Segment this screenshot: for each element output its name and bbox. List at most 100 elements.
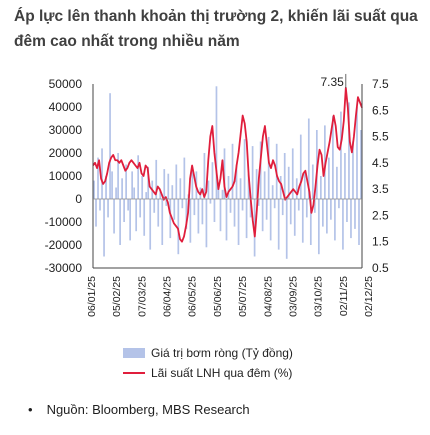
bar — [233, 199, 236, 227]
bar — [173, 199, 176, 220]
y-right-tick-label: 0.5 — [372, 261, 389, 275]
line-series — [92, 87, 363, 243]
bar — [95, 199, 97, 227]
y-right-tick-label: 2.5 — [372, 208, 389, 222]
bar — [171, 185, 174, 199]
bar — [155, 159, 158, 199]
y-left-tick-label: 0 — [75, 192, 82, 206]
bar — [107, 199, 109, 218]
bar — [299, 134, 302, 199]
bar — [185, 199, 188, 229]
bar — [332, 116, 334, 199]
bar — [129, 199, 131, 241]
y-right-ticks: 7.5 6.5 5.5 4.5 3.5 2.5 1.5 0.5 — [372, 77, 389, 275]
source-note: • Nguồn: Bloomberg, MBS Research — [28, 402, 250, 417]
bar — [317, 199, 320, 255]
x-tick: 02/12/25 — [363, 276, 375, 317]
y-right-tick-label: 1.5 — [372, 235, 389, 249]
bar — [183, 157, 186, 199]
x-tick-label: 06/04/25 — [162, 276, 174, 317]
bar — [115, 187, 117, 199]
bar — [311, 164, 314, 199]
bar — [261, 199, 264, 232]
bar — [205, 199, 208, 248]
bar — [221, 189, 224, 199]
x-tick: 06/01/25 — [86, 276, 98, 317]
bar — [167, 173, 170, 199]
bar — [295, 178, 298, 199]
y-left-tick-label: 30000 — [49, 123, 83, 137]
bar — [354, 199, 356, 229]
bar — [101, 148, 103, 199]
y-left-tick-label: -10000 — [45, 215, 83, 229]
bar — [121, 178, 123, 199]
bar — [161, 199, 164, 245]
x-tick-label: 04/08/25 — [262, 276, 274, 317]
bar — [213, 199, 216, 222]
bar — [239, 178, 242, 199]
bar — [139, 199, 142, 218]
x-ticks: 06/01/25 05/02/25 07/03/25 06/04/25 06/05/25… — [86, 276, 375, 317]
x-tick: 07/03/25 — [136, 276, 148, 317]
bar — [247, 173, 250, 199]
bar — [97, 157, 99, 199]
bar — [109, 93, 111, 199]
bar — [197, 199, 200, 234]
bar — [133, 187, 136, 199]
bar — [99, 199, 101, 211]
y-left-tick-label: 40000 — [49, 100, 83, 114]
x-tick-label: 03/09/25 — [287, 276, 299, 317]
bar — [153, 199, 156, 213]
bar — [269, 199, 272, 241]
x-tick: 03/09/25 — [287, 276, 299, 317]
rate-line — [92, 87, 363, 243]
bar — [279, 176, 282, 199]
x-tick: 05/02/25 — [111, 276, 123, 317]
bar — [243, 139, 246, 199]
bar — [287, 166, 290, 199]
x-tick: 02/11/25 — [338, 276, 350, 316]
y-right-tick-label: 3.5 — [372, 182, 389, 196]
bar — [211, 162, 214, 199]
bar — [283, 153, 286, 199]
bar — [309, 199, 312, 245]
x-tick: 06/05/25 — [187, 276, 199, 317]
bar — [313, 199, 316, 213]
bar — [301, 199, 304, 243]
bar — [125, 164, 127, 199]
bar — [93, 180, 95, 199]
x-tick-label: 05/02/25 — [111, 276, 123, 317]
x-tick-label: 03/10/25 — [313, 276, 325, 317]
y-left-tick-label: -20000 — [45, 238, 83, 252]
bar — [285, 199, 288, 259]
bar — [149, 199, 152, 250]
bar — [344, 153, 346, 199]
annotations: 7.35 — [320, 73, 347, 89]
source-text: Nguồn: Bloomberg, MBS Research — [46, 402, 250, 417]
bar — [157, 199, 160, 227]
bar — [356, 107, 358, 199]
bar — [352, 141, 354, 199]
legend-bar-label: Giá trị bơm ròng (Tỷ đồng) — [151, 346, 293, 360]
bar — [259, 141, 262, 199]
bar — [297, 199, 300, 211]
x-tick-label: 05/06/25 — [212, 276, 224, 317]
bar — [117, 153, 119, 199]
bar — [135, 199, 138, 232]
x-tick-label: 06/01/25 — [86, 276, 98, 317]
bar — [251, 146, 254, 199]
bar — [277, 199, 280, 250]
bar — [338, 199, 340, 209]
bar — [293, 199, 296, 236]
bar — [358, 199, 360, 245]
bar — [237, 199, 240, 245]
bar — [147, 166, 150, 199]
bar — [245, 199, 248, 239]
bar — [181, 199, 184, 209]
x-tick-label: 02/11/25 — [338, 276, 350, 316]
bar — [336, 166, 338, 199]
bar — [143, 199, 146, 236]
bar — [225, 199, 228, 241]
legend-item-line: Lãi suất LNH qua đêm (%) — [123, 366, 292, 380]
